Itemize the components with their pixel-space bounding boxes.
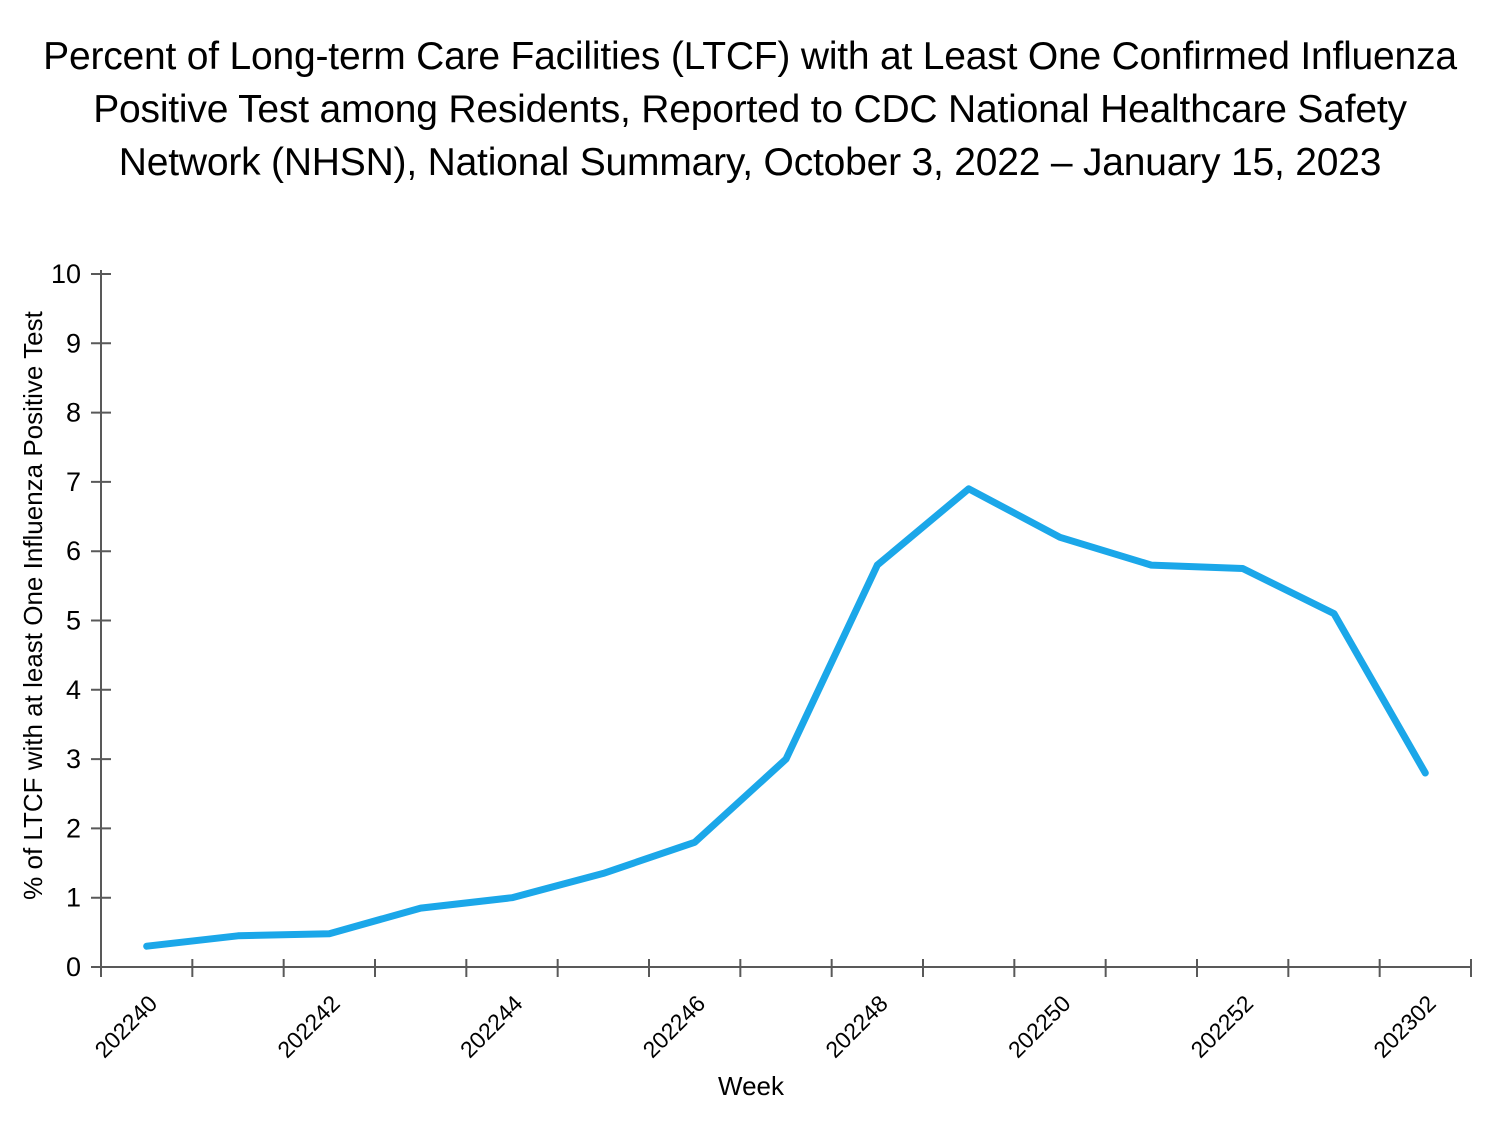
x-tick-label: 202302 [1368,990,1441,1063]
y-tick-label: 5 [66,606,81,636]
y-tick-label: 0 [66,952,81,982]
y-tick-label: 2 [66,813,81,843]
x-tick-label: 202252 [1186,990,1259,1063]
y-tick-label: 1 [66,883,81,913]
data-series-line [143,485,1429,950]
chart-title-line-1: Percent of Long-term Care Facilities (LT… [43,35,1457,78]
x-axis-title: Week [718,1071,785,1101]
x-tick-label: 202244 [455,990,528,1063]
x-tick-label: 202250 [1003,990,1076,1063]
y-tick-label: 3 [66,744,81,774]
y-tick-label: 4 [66,675,81,705]
y-tick-label: 10 [51,259,81,289]
chart-title-line-3: Network (NHSN), National Summary, Octobe… [118,141,1382,184]
chart-title-line-2: Positive Test among Residents, Reported … [93,88,1407,131]
chart-title: Percent of Long-term Care Facilities (LT… [0,30,1500,189]
x-tick-label: 202240 [90,990,163,1063]
y-tick-label: 8 [66,398,81,428]
y-tick-label: 9 [66,328,81,358]
x-tick-label: 202248 [820,990,893,1063]
y-tick-label: 7 [66,467,81,497]
y-tick-label: 6 [66,536,81,566]
x-tick-label: 202242 [272,990,345,1063]
y-axis-title: % of LTCF with at least One Influenza Po… [18,310,48,899]
x-tick-label: 202246 [638,990,711,1063]
